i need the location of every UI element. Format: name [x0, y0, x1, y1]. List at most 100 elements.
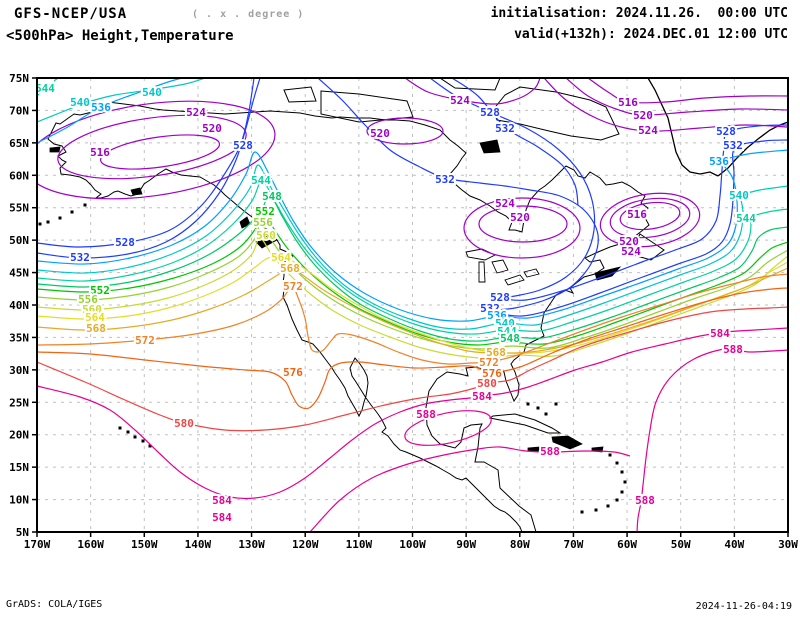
lon-tick-label: 90W: [456, 538, 476, 551]
contour-label: 580: [174, 417, 194, 430]
contour-536: [37, 149, 788, 322]
contour-label: 564: [271, 251, 291, 264]
contour-label: 532: [480, 302, 500, 315]
contour-516: [619, 201, 681, 231]
contour-532: [451, 78, 579, 206]
contour-label: 532: [435, 173, 455, 186]
lon-tick-label: 40W: [724, 538, 744, 551]
contour-544: [37, 78, 59, 97]
contour-540: [37, 78, 206, 123]
contour-label: 560: [256, 229, 276, 242]
lat-tick-label: 65N: [9, 137, 29, 150]
lat-tick-label: 70N: [9, 104, 29, 117]
contour-label: 544: [497, 325, 517, 338]
contour-label: 528: [716, 125, 736, 138]
contour-label: 544: [251, 174, 271, 187]
lon-tick-label: 150W: [131, 538, 158, 551]
lon-tick-label: 160W: [77, 538, 104, 551]
contour-label: 552: [90, 284, 110, 297]
grid-lines: [37, 78, 788, 532]
map-frame: [36, 77, 789, 533]
contour-580: [37, 306, 788, 432]
contour-label: 568: [280, 262, 300, 275]
contour-560: [37, 237, 788, 359]
contour-label: 528: [490, 291, 510, 304]
contour-lines: [37, 78, 788, 532]
lon-tick-label: 130W: [238, 538, 265, 551]
contour-556: [37, 223, 788, 350]
contour-532: [317, 78, 788, 317]
contour-584: [37, 327, 788, 500]
contour-528: [37, 78, 255, 248]
contour-528: [429, 78, 788, 301]
contour-520: [609, 197, 691, 239]
lon-tick-label: 60W: [617, 538, 637, 551]
contour-524: [543, 78, 788, 132]
valid-time: valid(+132h): 2024.DEC.01 12:00 UTC: [514, 27, 788, 42]
initialisation-time: initialisation: 2024.11.26. 00:00 UTC: [490, 6, 788, 21]
contour-label: 516: [627, 208, 647, 221]
lon-tick-label: 170W: [24, 538, 51, 551]
contour-label: 588: [540, 445, 560, 458]
contour-524: [599, 192, 701, 248]
resolution-note: ( . x . degree ): [192, 9, 305, 20]
contour-552: [37, 211, 788, 346]
contour-label: 536: [709, 155, 729, 168]
contour-label: 520: [370, 127, 390, 140]
contour-520: [57, 114, 247, 180]
contour-548: [37, 195, 788, 342]
contour-label: 528: [115, 236, 135, 249]
contour-568: [37, 267, 788, 354]
contour-576: [37, 287, 788, 410]
contour-label: 520: [510, 211, 530, 224]
lat-tick-label: 45N: [9, 267, 29, 280]
contour-label: 548: [500, 332, 520, 345]
lat-tick-label: 75N: [9, 72, 29, 85]
contour-label: 576: [482, 367, 502, 380]
contour-label: 520: [619, 235, 639, 248]
lon-tick-label: 30W: [778, 538, 798, 551]
contour-label: 548: [262, 190, 282, 203]
contour-label: 564: [85, 311, 105, 324]
contour-572: [37, 273, 788, 365]
contour-label: 556: [78, 293, 98, 306]
contour-588: [309, 446, 631, 532]
contour-label: 532: [70, 251, 90, 264]
lat-tick-label: 55N: [9, 202, 29, 215]
contour-label: 544: [35, 82, 55, 95]
contour-536: [37, 78, 183, 144]
contour-label: 536: [487, 309, 507, 322]
contour-544: [37, 180, 788, 335]
chart-subtitle: <500hPa> Height,Temperature: [6, 28, 234, 44]
contour-524: [404, 78, 541, 105]
contour-label: 540: [495, 317, 515, 330]
contour-label: 584: [212, 511, 232, 524]
lon-tick-label: 70W: [563, 538, 583, 551]
contour-516: [99, 134, 221, 170]
lat-tick-label: 20N: [9, 429, 29, 442]
contour-label: 576: [283, 366, 303, 379]
model-title: GFS-NCEP/USA: [14, 6, 128, 22]
contour-label: 572: [135, 334, 155, 347]
lon-tick-label: 110W: [346, 538, 373, 551]
contour-label: 528: [233, 139, 253, 152]
lat-tick-label: 60N: [9, 169, 29, 182]
contour-label: 532: [723, 139, 743, 152]
creation-timestamp: 2024-11-26-04:19: [695, 601, 792, 612]
contour-label: 520: [633, 109, 653, 122]
contour-label: 524: [450, 94, 470, 107]
contour-524: [37, 100, 276, 200]
contour-label: 588: [723, 343, 743, 356]
contour-label: 524: [621, 245, 641, 258]
axis-labels: 170W 160W 150W 140W 130W 120W 110W 100W 90W 80W 70…: [9, 72, 798, 551]
lat-tick-label: 40N: [9, 299, 29, 312]
lat-tick-label: 30N: [9, 364, 29, 377]
contour-label: 540: [729, 189, 749, 202]
contour-532: [37, 78, 261, 259]
contour-label: 572: [283, 280, 303, 293]
lat-tick-label: 10N: [9, 494, 29, 507]
contour-520: [478, 205, 568, 243]
contour-520: [366, 117, 444, 145]
